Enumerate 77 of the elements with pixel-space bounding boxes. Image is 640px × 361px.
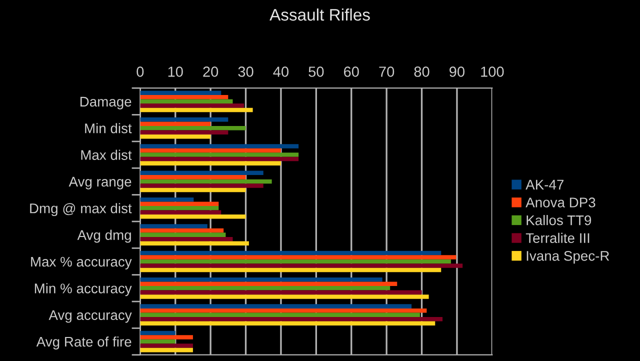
bar [140, 255, 456, 260]
bar [140, 197, 194, 202]
x-tick-label: 10 [168, 66, 183, 77]
legend-label: Anova DP3 [526, 198, 596, 208]
y-tick-label: Avg accuracy [48, 310, 132, 323]
bar [140, 321, 436, 326]
x-tick-label: 0 [136, 66, 144, 77]
legend-label: AK-47 [526, 180, 564, 190]
y-tick-label: Avg range [68, 176, 132, 190]
bar [140, 264, 463, 268]
bar [140, 290, 422, 295]
bar [140, 148, 281, 153]
y-tick-label: Avg Rate of fire [36, 336, 132, 350]
bar [140, 134, 211, 139]
x-tick-label: 50 [308, 66, 324, 77]
bar [140, 282, 398, 286]
bar [140, 339, 176, 344]
bar [140, 250, 442, 256]
bar [140, 144, 299, 148]
x-tick-label: 30 [238, 66, 254, 77]
x-tick-label: 100 [481, 66, 504, 77]
bar [140, 202, 219, 206]
legend-label: Kallos TT9 [526, 215, 592, 226]
x-tick-label: 80 [414, 66, 430, 77]
x-tick-label: 90 [450, 66, 464, 77]
bar [140, 95, 228, 100]
bar [140, 335, 193, 340]
x-tick-label: 20 [203, 66, 218, 77]
y-tick-label: Dmg @ max dist [30, 203, 132, 216]
y-tick-label: Min dist [85, 123, 132, 134]
bar [140, 316, 443, 322]
bar [140, 259, 451, 264]
bar [140, 175, 246, 180]
bar [140, 308, 427, 313]
bar [140, 304, 412, 308]
bar [140, 268, 442, 272]
bar [140, 184, 264, 188]
y-tick-label: Min % accuracy [34, 283, 132, 296]
bar [140, 224, 208, 228]
bar [140, 232, 226, 237]
bar [140, 241, 249, 246]
bar [140, 161, 281, 166]
bar [140, 344, 193, 348]
x-tick-label: 60 [344, 66, 359, 77]
bar [140, 130, 228, 135]
bar [140, 152, 299, 157]
x-tick-label: 40 [273, 66, 288, 77]
bar [140, 286, 390, 290]
bar [140, 117, 228, 122]
bar [140, 214, 246, 219]
y-tick-label: Damage [80, 96, 132, 110]
bar [140, 210, 222, 215]
bar [140, 277, 382, 282]
bar [140, 122, 211, 126]
bar [140, 348, 193, 352]
bar [140, 188, 246, 192]
bar [140, 156, 299, 162]
bar [140, 90, 222, 96]
bar [140, 206, 219, 210]
bar [140, 104, 244, 108]
legend-label: Terralite III [526, 232, 590, 244]
bar [140, 294, 429, 299]
bar [140, 126, 246, 130]
y-tick-label: Max % accuracy [31, 256, 132, 270]
bar [140, 236, 233, 242]
y-tick-label: Max dist [81, 150, 132, 160]
bar [140, 179, 272, 184]
y-tick-label: Avg dmg [77, 230, 131, 243]
chart-title: Assault Rifles [270, 8, 370, 21]
bar [140, 108, 253, 112]
bar [140, 99, 233, 104]
bar [140, 228, 224, 233]
legend-label: Ivana Spec-R [526, 250, 610, 264]
x-tick-label: 70 [379, 66, 394, 77]
bar [140, 330, 176, 336]
bar [140, 312, 420, 317]
bar [140, 170, 264, 176]
